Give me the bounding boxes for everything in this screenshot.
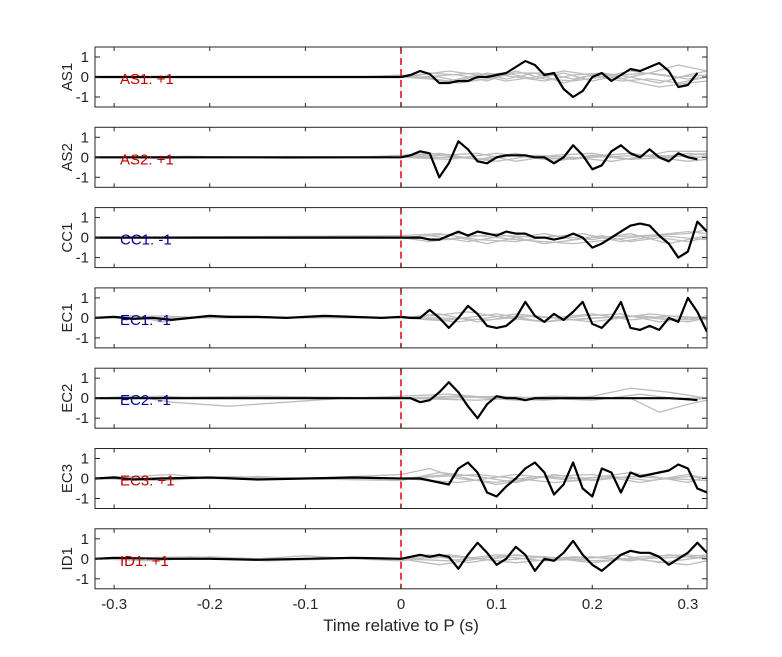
y-tick-label: -1 — [76, 410, 89, 427]
individual-trace — [95, 72, 707, 88]
panel-ec2: -1 0 1 EC2 EC2: -1 — [59, 367, 708, 429]
individual-traces — [95, 140, 707, 179]
x-tick-label: 0.1 — [486, 596, 507, 613]
x-tick-label: 0 — [397, 596, 405, 613]
polarity-label: EC1: -1 — [120, 312, 171, 329]
individual-trace — [95, 387, 707, 407]
stack-trace — [95, 381, 698, 420]
y-axis-label: ID1 — [59, 547, 76, 570]
individual-traces — [95, 381, 707, 420]
stack-trace — [95, 296, 707, 333]
y-tick-label: -1 — [76, 169, 89, 186]
y-tick-label: 1 — [81, 129, 89, 146]
y-tick-label: 1 — [81, 210, 89, 227]
y-tick-label: -1 — [76, 571, 89, 588]
stack-trace — [95, 59, 699, 99]
stack-trace — [95, 140, 698, 179]
stack-trace — [95, 220, 707, 259]
y-tick-label: 1 — [81, 290, 89, 307]
panel-ec3: -1 0 1 EC3 EC3: +1 — [59, 448, 708, 509]
individual-traces — [95, 461, 707, 498]
y-axis-label: CC1 — [59, 223, 76, 253]
individual-trace — [95, 473, 707, 484]
individual-traces — [95, 220, 707, 259]
y-tick-label: -1 — [76, 491, 89, 508]
individual-traces — [95, 59, 707, 99]
y-tick-label: 0 — [81, 551, 89, 568]
y-tick-label: 1 — [81, 370, 89, 387]
panel-as1: -1 0 1 AS1 AS1: +1 — [59, 46, 708, 108]
polarity-label: EC2: -1 — [120, 392, 171, 409]
y-tick-label: -1 — [76, 250, 89, 267]
individual-traces — [95, 296, 707, 333]
y-tick-label: 0 — [81, 471, 89, 488]
stack-trace — [95, 539, 707, 572]
x-tick-label: -0.3 — [101, 596, 127, 613]
x-tick-label: -0.1 — [292, 596, 318, 613]
individual-trace — [95, 70, 707, 84]
individual-trace — [95, 154, 707, 162]
y-axis-label: EC3 — [59, 464, 76, 493]
y-tick-label: -1 — [76, 330, 89, 347]
y-tick-label: 0 — [81, 69, 89, 86]
y-tick-label: 1 — [81, 531, 89, 548]
panel-as2: -1 0 1 AS2 AS2: +1 — [59, 126, 708, 188]
y-axis-label: EC1 — [59, 303, 76, 332]
y-tick-label: 0 — [81, 390, 89, 407]
y-tick-label: -1 — [76, 89, 89, 106]
individual-trace — [95, 554, 707, 562]
y-tick-label: 1 — [81, 49, 89, 66]
x-tick-label: 0.3 — [677, 596, 698, 613]
y-tick-label: 0 — [81, 149, 89, 166]
panel-cc1: -1 0 1 CC1 CC1: -1 — [59, 207, 708, 269]
polarity-label: EC3: +1 — [120, 473, 175, 490]
y-tick-label: 0 — [81, 230, 89, 247]
x-tick-label: 0.2 — [582, 596, 603, 613]
stack-trace — [95, 461, 707, 498]
individual-trace — [95, 72, 707, 84]
polarity-label: ID1: +1 — [120, 553, 169, 570]
y-axis-label: AS1 — [59, 63, 76, 91]
y-axis-label: AS2 — [59, 143, 76, 171]
polarity-label: AS1: +1 — [120, 71, 174, 88]
x-tick-label: -0.2 — [197, 596, 223, 613]
polarity-label: AS2: +1 — [120, 151, 174, 168]
y-tick-label: 1 — [81, 451, 89, 468]
polarity-label: CC1: -1 — [120, 232, 172, 249]
x-axis-label: Time relative to P (s) — [323, 616, 479, 635]
y-axis-label: EC2 — [59, 384, 76, 413]
panel-ec1: -1 0 1 EC1 EC1: -1 — [59, 287, 708, 349]
individual-traces — [95, 539, 707, 572]
y-tick-label: 0 — [81, 310, 89, 327]
panel-id1: -1 0 1 ID1 ID1: +1 — [59, 528, 708, 590]
